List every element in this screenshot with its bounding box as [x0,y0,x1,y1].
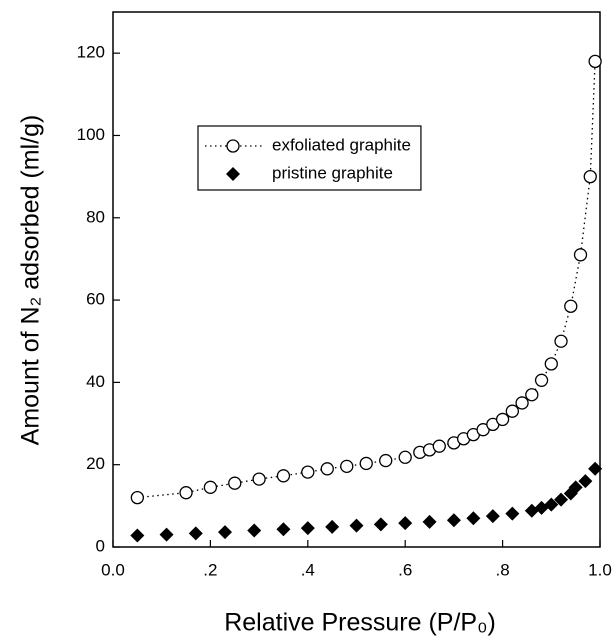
legend-box [197,125,422,191]
data-point [276,469,291,483]
data-point [568,480,583,495]
data-point [422,514,437,529]
data-point [515,396,529,410]
data-point [359,456,373,471]
x-tick-label: .2 [203,560,217,579]
data-point [159,527,174,542]
y-tick-label: 80 [86,207,105,226]
y-tick-label: 0 [96,536,105,555]
data-point [398,450,412,464]
data-point [228,476,242,490]
data-point [301,465,315,479]
x-tick-label: .8 [496,560,510,579]
y-tick-label: 120 [77,43,105,62]
data-point [179,486,193,500]
y-tick-label: 100 [77,125,105,144]
legend-label: exfoliated graphite [272,135,411,154]
x-tick-label: 0.0 [101,560,125,579]
plot-frame [112,11,601,548]
data-point [554,334,568,348]
x-tick-label: 1.0 [588,560,612,579]
data-point [588,461,603,476]
data-point [485,509,500,524]
data-point [300,521,315,536]
data-point [525,388,539,402]
data-point [398,516,413,531]
data-point [130,490,145,505]
data-point [276,522,291,537]
data-point [252,472,266,486]
y-tick-label: 60 [86,290,105,309]
data-point [505,404,519,418]
data-point [583,169,597,184]
x-tick-label: .4 [301,560,315,579]
data-point [505,506,520,521]
x-tick-label: .6 [398,560,412,579]
data-point [495,412,510,427]
data-point [320,462,334,476]
data-point [203,480,218,494]
y-tick-label: 40 [86,372,105,391]
data-point [432,439,446,453]
data-point [188,526,203,541]
data-point [130,528,145,543]
data-point [466,511,481,526]
data-point [564,299,578,313]
data-point [544,357,558,371]
y-axis-label: Amount of N₂ adsorbed (ml/g) [17,115,45,446]
data-point [544,497,559,512]
legend-marker [226,139,240,153]
data-point [325,519,340,534]
data-point [349,518,364,533]
data-point [588,54,602,69]
data-point [218,525,233,540]
x-axis-label: Relative Pressure (P/P₀) [224,609,496,637]
legend-label: pristine graphite [272,163,393,182]
data-point [379,453,393,468]
data-point [247,523,262,538]
data-point [373,517,388,532]
legend-marker [226,167,240,181]
data-point [554,492,569,507]
data-point [446,513,461,528]
data-point [573,248,588,262]
data-point [534,373,549,387]
data-point [578,474,593,489]
y-tick-label: 20 [86,454,105,473]
data-point [340,459,354,473]
